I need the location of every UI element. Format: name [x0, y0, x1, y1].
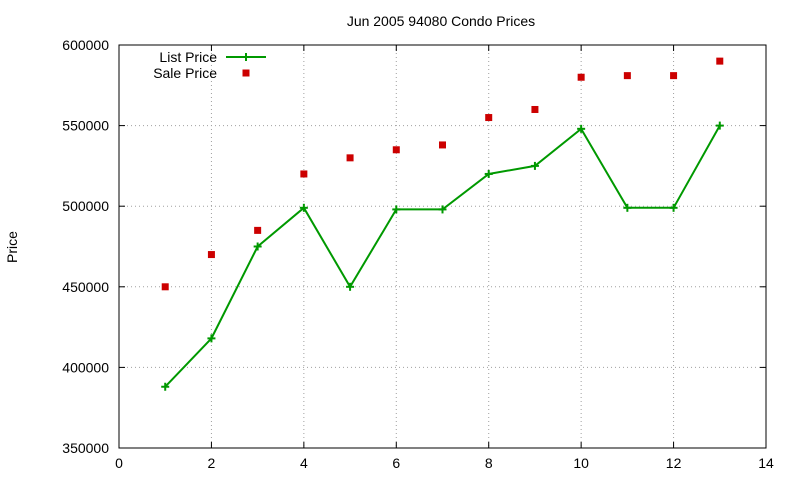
y-tick-label-4: 550000 [62, 118, 109, 134]
series-0-point-5 [392, 205, 401, 214]
series-0-point-9 [577, 124, 586, 133]
grid-lines [119, 45, 766, 448]
series-0-point-4 [346, 282, 355, 291]
series-0-point-1 [207, 334, 216, 343]
series-0-point-2 [253, 242, 262, 251]
data-series [161, 57, 724, 391]
series-1-point-9 [577, 73, 585, 81]
x-tick-label-0: 0 [115, 455, 123, 471]
legend-swatch-marker-0 [242, 53, 250, 61]
series-0-point-11 [669, 203, 678, 212]
x-tick-label-1: 2 [208, 455, 216, 471]
axis-ticks: 0 2 4 6 8 10 12 14 350000 400000 450000 500000 55000… [62, 37, 774, 471]
y-tick-label-0: 350000 [62, 440, 109, 456]
series-0-point-8 [530, 161, 539, 170]
series-1-point-10 [623, 72, 631, 80]
x-tick-label-4: 8 [485, 455, 493, 471]
y-axis-label: Price [4, 231, 20, 263]
series-1-point-2 [254, 226, 262, 234]
series-1-point-3 [300, 170, 308, 178]
series-1-point-1 [207, 251, 215, 259]
series-1-point-8 [531, 105, 539, 113]
chart-title: Jun 2005 94080 Condo Prices [347, 13, 535, 29]
x-tick-label-7: 14 [758, 455, 774, 471]
y-tick-label-3: 500000 [62, 198, 109, 214]
series-0-point-0 [161, 382, 170, 391]
y-tick-label-1: 400000 [62, 359, 109, 375]
series-0-point-7 [484, 169, 493, 178]
series-1-point-5 [392, 146, 400, 154]
series-1-point-7 [485, 114, 493, 122]
series-0-point-12 [715, 121, 724, 130]
x-tick-label-3: 6 [392, 455, 400, 471]
x-tick-label-5: 10 [573, 455, 589, 471]
series-1-point-4 [346, 154, 354, 162]
x-tick-label-6: 12 [666, 455, 682, 471]
series-0-point-3 [299, 203, 308, 212]
series-1 [161, 57, 724, 291]
series-0-point-6 [438, 205, 447, 214]
series-0 [161, 121, 724, 391]
series-1-point-12 [716, 57, 724, 65]
series-1-point-0 [161, 283, 169, 291]
legend-label-1: Sale Price [153, 65, 217, 81]
series-0-line [164, 125, 721, 388]
legend-label-0: List Price [159, 49, 217, 65]
x-tick-label-2: 4 [300, 455, 308, 471]
plot-frame [118, 44, 767, 449]
y-tick-label-5: 600000 [62, 37, 109, 53]
series-1-point-11 [670, 72, 678, 80]
legend-swatch-marker-1 [242, 69, 250, 77]
series-1-point-6 [439, 141, 446, 149]
y-tick-label-2: 450000 [62, 279, 109, 295]
series-0-point-10 [623, 203, 632, 212]
